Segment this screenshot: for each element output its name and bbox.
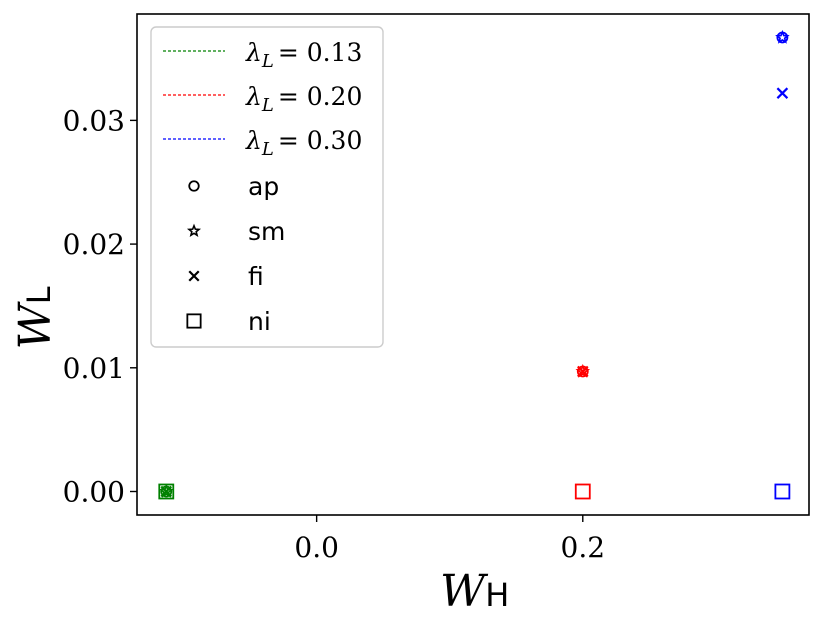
legend-line-label: λL = 0.20 (245, 82, 362, 116)
legend-box (150, 26, 384, 348)
legend-marker-label: ni (248, 307, 271, 336)
legend-marker-label: sm (248, 217, 285, 246)
y-tick-label: 0.00 (63, 475, 125, 508)
point-star (158, 483, 174, 498)
point-star (775, 29, 790, 44)
x-tick-label: 0.2 (561, 531, 606, 564)
data-points (158, 29, 791, 500)
point-square (158, 483, 175, 500)
legend-marker-label: fi (248, 262, 264, 291)
legend-marker-label: ap (248, 172, 279, 201)
legend-star-icon (186, 223, 202, 237)
x-axis: 0.0 0.2 (294, 515, 605, 564)
legend-circle-icon (188, 180, 200, 192)
x-axis-label: WH (440, 566, 509, 617)
legend-square-icon (186, 313, 202, 329)
point-x (776, 87, 789, 99)
point-square (774, 483, 791, 500)
plot-border (136, 13, 810, 516)
y-tick-label: 0.01 (63, 352, 125, 385)
legend-line-label: λL = 0.30 (245, 126, 362, 160)
y-tick-label: 0.03 (63, 104, 125, 137)
legend: λL = 0.13 λL = 0.20 λL = 0.30 ap sm fi ni (150, 26, 384, 348)
plot-frame (136, 13, 810, 516)
y-axis-label: WL (10, 286, 61, 349)
x-tick-label: 0.0 (294, 531, 339, 564)
y-tick-label: 0.02 (63, 228, 125, 261)
point-star (575, 363, 591, 378)
legend-line-label: λL = 0.13 (245, 38, 362, 72)
point-square (574, 483, 591, 500)
point-x (577, 365, 589, 378)
y-axis: 0.00 0.01 0.02 0.03 (63, 104, 137, 508)
point-x (160, 485, 173, 498)
legend-x-icon (188, 270, 200, 282)
